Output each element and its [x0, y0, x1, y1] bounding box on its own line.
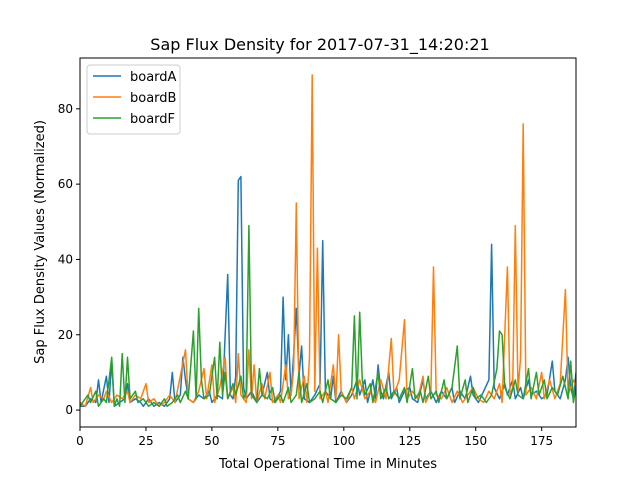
- x-tick-label: 100: [332, 434, 355, 448]
- y-axis-label: Sap Flux Density Values (Normalized): [33, 120, 48, 364]
- x-tick-label: 25: [138, 434, 153, 448]
- x-axis-ticks: 0 25 50 75 100 125 150 175: [76, 427, 553, 448]
- x-tick-label: 125: [398, 434, 421, 448]
- chart-title: Sap Flux Density for 2017-07-31_14:20:21: [150, 35, 489, 55]
- y-tick-label: 40: [58, 252, 73, 266]
- legend-label-boardF: boardF: [130, 112, 175, 127]
- y-tick-label: 20: [58, 328, 73, 342]
- x-tick-label: 50: [204, 434, 219, 448]
- legend-label-boardB: boardB: [130, 91, 176, 106]
- plot-frame: [79, 57, 577, 428]
- y-axis-ticks: 0 20 40 60 80: [58, 102, 80, 417]
- series-line-boardF: [80, 224, 576, 408]
- y-tick-label: 0: [65, 403, 73, 417]
- x-axis-label: Total Operational Time in Minutes: [218, 457, 437, 472]
- series-line-boardA: [80, 175, 576, 408]
- x-tick-label: 0: [76, 434, 84, 448]
- y-tick-label: 60: [58, 177, 73, 191]
- y-tick-label: 80: [58, 102, 73, 116]
- legend-label-boardA: boardA: [130, 70, 177, 85]
- x-tick-label: 150: [464, 434, 487, 448]
- x-tick-label: 175: [530, 434, 553, 448]
- legend-box: [86, 64, 181, 135]
- x-tick-label: 75: [270, 434, 285, 448]
- series-line-boardB: [80, 74, 576, 408]
- legend: boardA boardB boardF: [86, 64, 181, 135]
- series-layer: [80, 74, 576, 408]
